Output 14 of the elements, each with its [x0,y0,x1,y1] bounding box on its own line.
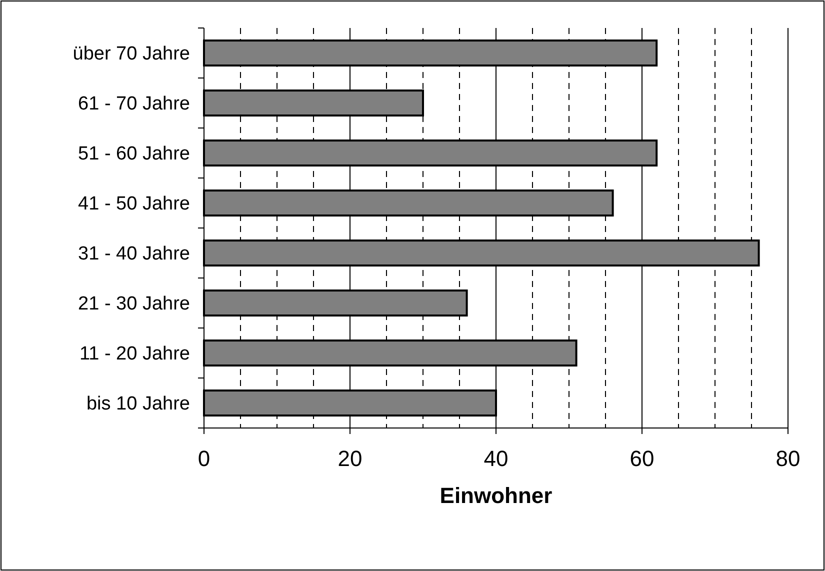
x-tick-label: 40 [484,446,508,471]
x-tick-label: 0 [198,446,210,471]
y-tick-label: 41 - 50 Jahre [78,194,190,215]
y-tick-label: 11 - 20 Jahre [79,344,190,365]
x-tick-label: 80 [776,446,800,471]
x-tick-label: 60 [630,446,654,471]
y-tick-label: bis 10 Jahre [86,394,190,415]
y-tick-label: 61 - 70 Jahre [78,94,190,115]
y-tick-label: 51 - 60 Jahre [78,144,190,165]
y-tick-label: über 70 Jahre [72,44,190,65]
y-tick-label: 31 - 40 Jahre [78,244,190,265]
x-axis-title: Einwohner [440,483,553,508]
x-tick-label: 20 [338,446,362,471]
y-tick-label: 21 - 30 Jahre [78,294,190,315]
